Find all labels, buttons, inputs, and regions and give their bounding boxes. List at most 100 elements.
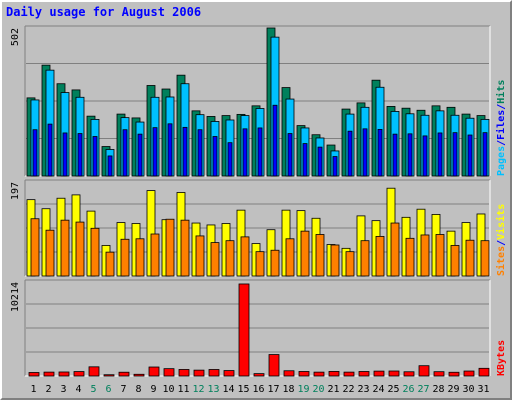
x-tick-label: 15: [237, 384, 249, 395]
bar-kbytes-day-8: [133, 373, 145, 377]
x-tick-label: 9: [150, 384, 156, 395]
bar-sites-day-24: [375, 235, 385, 277]
legend-entry: Hits: [495, 80, 507, 104]
bar-sites-day-6: [105, 251, 115, 277]
bar-pages-day-31: [482, 132, 488, 177]
legend-entry: Pages: [496, 146, 507, 176]
bar-sites-day-22: [345, 251, 355, 277]
x-tick-label: 17: [267, 384, 279, 395]
bar-sites-day-23: [360, 240, 370, 277]
bar-sites-day-8: [135, 238, 145, 277]
bar-kbytes-day-20: [313, 371, 325, 377]
bar-kbytes-day-16: [253, 373, 265, 377]
bar-kbytes-day-9: [148, 366, 160, 377]
bar-kbytes-day-28: [433, 371, 445, 377]
bar-kbytes-day-5: [88, 366, 100, 377]
bar-sites-day-28: [435, 234, 445, 277]
bar-sites-day-27: [420, 234, 430, 277]
bar-pages-day-30: [467, 134, 473, 177]
bar-sites-day-14: [225, 240, 235, 277]
bar-pages-day-16: [257, 127, 263, 177]
x-tick-label: 3: [60, 384, 66, 395]
bar-pages-day-18: [287, 133, 293, 177]
bar-pages-day-1: [32, 129, 38, 177]
y-max-label: 197: [10, 182, 21, 200]
x-tick-label: 31: [477, 384, 489, 395]
bar-kbytes-day-4: [73, 371, 85, 377]
bar-pages-day-9: [152, 127, 158, 177]
bar-kbytes-day-3: [58, 371, 70, 377]
bar-kbytes-day-26: [403, 371, 415, 377]
bar-pages-day-3: [62, 132, 68, 177]
bar-kbytes-day-18: [283, 370, 295, 377]
bar-pages-day-14: [227, 142, 233, 177]
bar-pages-day-6: [107, 155, 113, 177]
x-tick-label: 20: [312, 384, 324, 395]
bar-kbytes-day-15: [238, 283, 250, 377]
bar-sites-day-18: [285, 238, 295, 277]
bar-sites-day-25: [390, 222, 400, 277]
bar-pages-day-13: [212, 136, 218, 177]
bar-sites-day-21: [330, 244, 340, 277]
bar-kbytes-day-12: [193, 369, 205, 377]
x-tick-label: 6: [105, 384, 111, 395]
x-tick-label: 27: [417, 384, 429, 395]
x-tick-label: 25: [387, 384, 399, 395]
bar-pages-day-29: [452, 132, 458, 177]
bar-pages-day-2: [47, 123, 53, 177]
legend-entry: Sites: [495, 246, 507, 276]
bar-kbytes-day-7: [118, 371, 130, 377]
bar-pages-day-10: [167, 123, 173, 177]
bar-kbytes-day-11: [178, 369, 190, 377]
bar-pages-day-8: [137, 133, 143, 177]
x-tick-label: 26: [402, 384, 414, 395]
bar-pages-day-5: [92, 136, 98, 177]
bar-pages-day-12: [197, 129, 203, 177]
bar-pages-day-17: [272, 104, 278, 177]
x-tick-label: 16: [252, 384, 264, 395]
bar-pages-day-20: [317, 146, 323, 177]
bar-sites-day-16: [255, 251, 265, 277]
y-max-label: 10214: [10, 282, 21, 312]
x-tick-label: 28: [432, 384, 444, 395]
bar-kbytes-day-27: [418, 365, 430, 377]
x-tick-label: 12: [192, 384, 204, 395]
legend-entry: /: [496, 140, 507, 146]
x-tick-label: 7: [120, 384, 126, 395]
x-tick-label: 24: [372, 384, 384, 395]
bar-kbytes-day-25: [388, 370, 400, 377]
legend-entry: KBytes: [496, 340, 507, 376]
bar-sites-day-10: [165, 218, 175, 277]
bar-pages-day-26: [407, 133, 413, 177]
bar-sites-day-2: [45, 229, 55, 277]
bar-kbytes-day-1: [28, 372, 40, 377]
bar-sites-day-26: [405, 237, 415, 277]
x-tick-label: 11: [177, 384, 189, 395]
bar-sites-day-3: [60, 219, 70, 277]
bar-kbytes-day-29: [448, 371, 460, 377]
legend-entry: /: [496, 240, 507, 246]
bar-kbytes-day-30: [463, 370, 475, 377]
bar-sites-day-7: [120, 238, 130, 277]
x-tick-label: 13: [207, 384, 219, 395]
x-tick-label: 30: [462, 384, 474, 395]
bar-kbytes-day-19: [298, 371, 310, 377]
bar-pages-day-7: [122, 129, 128, 177]
bar-sites-day-1: [30, 218, 40, 277]
bar-pages-day-28: [437, 132, 443, 177]
bar-sites-day-31: [480, 240, 490, 277]
bar-kbytes-day-13: [208, 369, 220, 377]
bar-pages-day-19: [302, 143, 308, 177]
bar-kbytes-day-6: [103, 374, 115, 377]
x-tick-label: 1: [30, 384, 36, 395]
bar-sites-day-13: [210, 242, 220, 277]
x-tick-label: 14: [222, 384, 234, 395]
bar-pages-day-15: [242, 128, 248, 177]
bar-sites-day-20: [315, 234, 325, 277]
bar-sites-day-15: [240, 236, 250, 277]
bar-pages-day-25: [392, 133, 398, 177]
bar-kbytes-day-17: [268, 354, 280, 377]
x-tick-label: 5: [90, 384, 96, 395]
